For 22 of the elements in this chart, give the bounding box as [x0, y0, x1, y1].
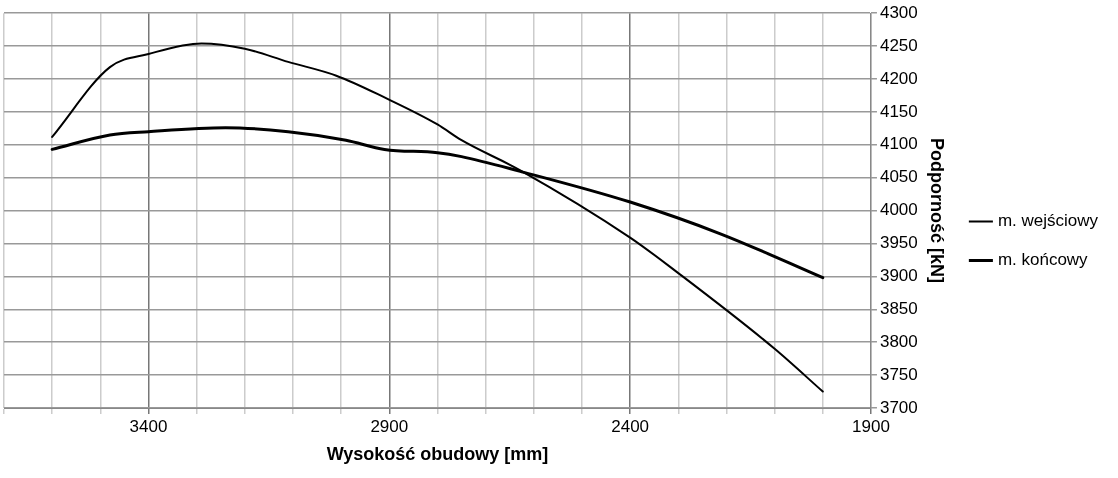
x-tick-label: 3400: [129, 416, 168, 436]
y-tick-label: 3850: [879, 298, 918, 318]
y-tick-label: 4200: [879, 68, 918, 88]
line-series: [51, 42, 824, 393]
y-tick-label: 4100: [879, 134, 918, 154]
legend-label: m. wejściowy: [997, 211, 1099, 231]
y-tick-label: 3950: [879, 233, 918, 253]
y-tick-label: 3900: [879, 266, 918, 286]
y-tick-label: 4000: [879, 200, 918, 220]
legend-label: m. końcowy: [997, 250, 1089, 270]
x-tick-label: 1900: [852, 416, 890, 436]
x-tick-label: 2400: [611, 416, 650, 436]
y-tick-label: 3750: [879, 364, 918, 384]
x-tick-label: 2900: [370, 416, 409, 436]
y-tick-label: 4150: [879, 101, 918, 121]
y-axis-title: Podporność [kN]: [926, 138, 947, 284]
y-tick-label: 4250: [879, 35, 918, 55]
y-tick-label: 3800: [879, 331, 918, 351]
y-tick-label: 4300: [879, 2, 918, 22]
x-axis-title: Wysokość obudowy [mm]: [326, 444, 549, 465]
y-tick-label: 4050: [879, 167, 918, 187]
y-tick-label: 3700: [879, 397, 918, 417]
